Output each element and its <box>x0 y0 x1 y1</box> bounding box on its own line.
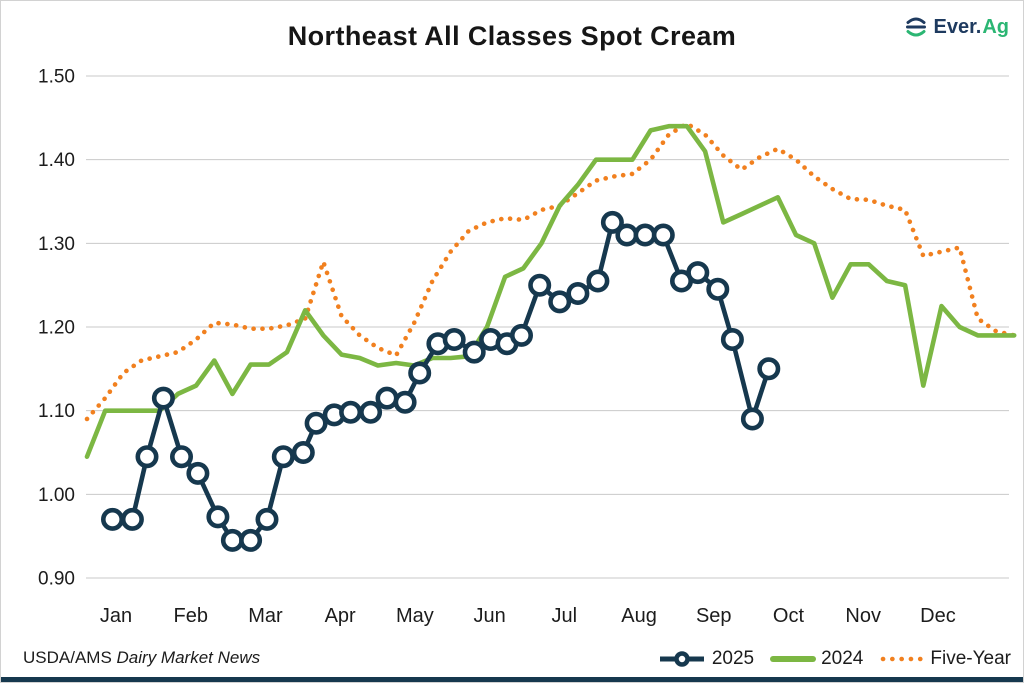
y-axis-tick-label: 1.50 <box>38 67 75 88</box>
series-marker-2025 <box>359 400 383 424</box>
legend-item-2025: 2025 <box>657 648 754 670</box>
chart-legend: 2025 2024 Five-Year <box>657 648 1011 670</box>
series-marker-2025 <box>339 400 363 424</box>
series-marker-2025 <box>101 507 125 531</box>
bottom-accent-bar <box>1 677 1023 682</box>
series-marker-2025 <box>528 273 552 297</box>
series-line-2025 <box>110 220 772 543</box>
series-marker-2025 <box>600 210 624 234</box>
x-axis-month-label: Jun <box>473 605 505 627</box>
series-marker-2025 <box>442 327 466 351</box>
series-marker-2025 <box>586 269 610 293</box>
x-axis-month-label: Mar <box>248 605 283 627</box>
series-marker-2025 <box>686 261 710 285</box>
series-marker-2025 <box>566 281 590 305</box>
series-marker-2025 <box>151 386 175 410</box>
x-axis-month-label: May <box>396 605 434 627</box>
legend-label-five-year: Five-Year <box>930 648 1011 669</box>
everag-logo: Ever. Ag <box>903 14 1009 40</box>
legend-label-2025: 2025 <box>711 648 755 669</box>
series-marker-2025 <box>757 357 781 381</box>
y-axis-tick-label: 1.40 <box>38 150 75 171</box>
source-prefix: USDA/AMS <box>23 648 117 667</box>
series-marker-2025 <box>220 528 244 552</box>
series-marker-2025 <box>633 223 657 247</box>
x-axis-month-label: Feb <box>173 605 207 627</box>
x-axis-month-label: Oct <box>773 605 805 627</box>
series-marker-2025 <box>239 528 263 552</box>
y-axis-tick-label: 1.30 <box>38 234 75 255</box>
logo-text-primary: Ever. <box>933 15 982 38</box>
series-marker-2025 <box>720 327 744 351</box>
x-axis-month-label: Nov <box>845 605 881 627</box>
legend-2024-line-icon <box>770 656 817 662</box>
series-marker-2025 <box>408 361 432 385</box>
x-axis-month-label: Aug <box>621 605 657 627</box>
series-marker-2025 <box>393 390 417 414</box>
legend-label-2024: 2024 <box>821 648 864 669</box>
y-axis-tick-label: 0.90 <box>38 569 75 590</box>
series-marker-2025 <box>375 386 399 410</box>
series-marker-2025 <box>651 223 675 247</box>
legend-item-2024: 2024 <box>770 648 863 670</box>
series-marker-2025 <box>462 340 486 364</box>
series-line-2024 <box>84 123 1017 460</box>
page-title: Northeast All Classes Spot Cream <box>287 21 737 51</box>
series-marker-2025 <box>615 223 639 247</box>
series-marker-2025 <box>304 411 328 435</box>
source-attribution: USDA/AMS Dairy Market News <box>23 648 260 668</box>
series-marker-2025 <box>186 461 210 485</box>
source-name: Dairy Market News <box>116 648 261 667</box>
x-axis-month-label: Jul <box>552 605 578 627</box>
legend-2025-line-marker-icon <box>659 651 704 667</box>
everag-logo-icon <box>905 17 926 37</box>
series-marker-2025 <box>135 445 159 469</box>
legend-five-year-dotted-icon <box>881 656 926 662</box>
y-axis-tick-label: 1.10 <box>38 401 75 422</box>
series-marker-2025 <box>509 323 533 347</box>
series-marker-2025 <box>291 440 315 464</box>
x-axis-month-label: Sep <box>696 605 732 627</box>
x-axis-month-label: Apr <box>325 605 356 627</box>
series-marker-2025 <box>271 445 295 469</box>
series-line-five-year <box>84 121 1017 422</box>
series-marker-2025 <box>255 507 279 531</box>
y-axis-tick-label: 1.20 <box>38 318 75 339</box>
series-marker-2025 <box>120 507 144 531</box>
legend-item-five-year: Five-Year <box>879 648 1011 670</box>
series-marker-2025 <box>206 505 230 529</box>
series-marker-2025 <box>170 445 194 469</box>
series-marker-2025 <box>706 277 730 301</box>
x-axis-month-label: Jan <box>100 605 132 627</box>
series-marker-2025 <box>548 290 572 314</box>
y-axis-tick-label: 1.00 <box>38 485 75 506</box>
x-axis-month-label: Dec <box>920 605 956 627</box>
logo-text-secondary: Ag <box>982 15 1009 38</box>
series-marker-2025 <box>740 407 764 431</box>
